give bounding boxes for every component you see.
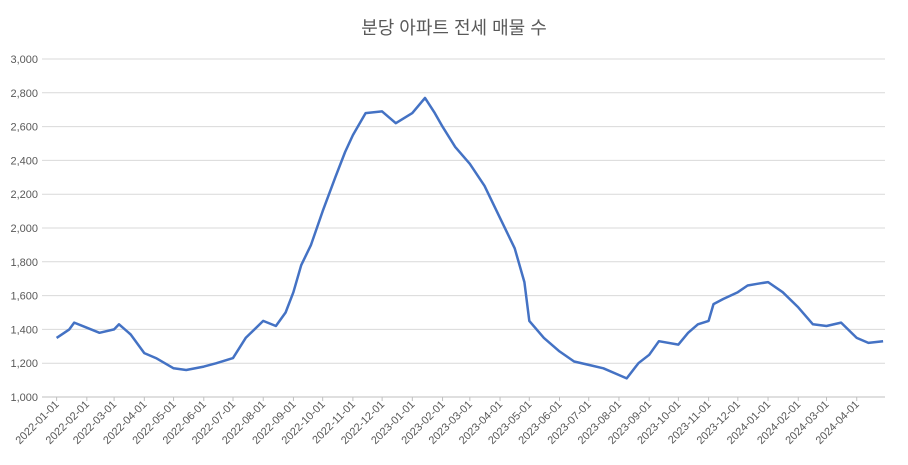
y-tick-label: 1,200 bbox=[10, 358, 38, 370]
y-tick-label: 1,800 bbox=[10, 257, 38, 269]
chart-title: 분당 아파트 전세 매물 수 bbox=[361, 18, 547, 38]
y-tick-label: 2,600 bbox=[10, 122, 38, 134]
y-tick-label: 2,000 bbox=[10, 223, 38, 235]
y-tick-label: 1,000 bbox=[10, 392, 38, 404]
y-tick-label: 1,400 bbox=[10, 324, 38, 336]
y-tick-label: 2,400 bbox=[10, 155, 38, 167]
y-tick-label: 3,000 bbox=[10, 54, 38, 66]
y-tick-label: 2,200 bbox=[10, 189, 38, 201]
y-tick-label: 1,600 bbox=[10, 291, 38, 303]
y-tick-label: 2,800 bbox=[10, 88, 38, 100]
data-line bbox=[55, 96, 884, 380]
